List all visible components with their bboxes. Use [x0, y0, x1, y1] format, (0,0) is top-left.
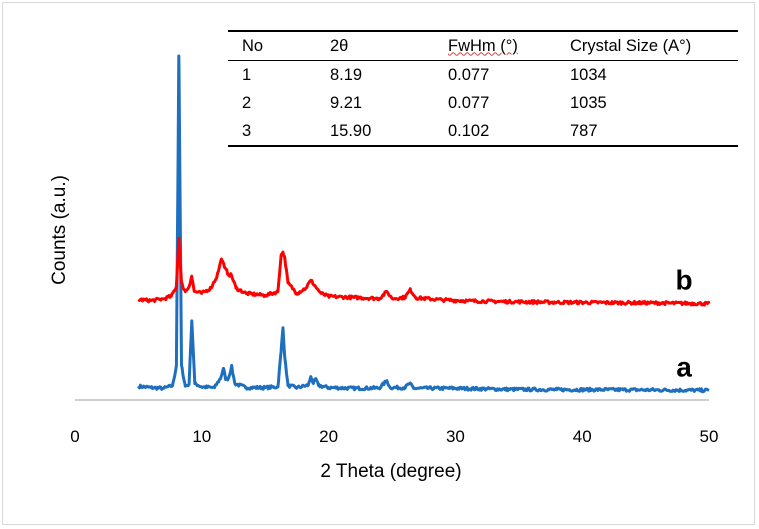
crystal-size-table: No 2θ FwHm (°) Crystal Size (A°) 1 8.19 … [228, 32, 738, 145]
x-axis-title: 2 Theta (degree) [320, 461, 461, 482]
cell-no: 1 [242, 65, 252, 84]
header-no: No [228, 32, 316, 61]
x-tick-label: 30 [446, 427, 465, 446]
cell-no: 2 [242, 93, 252, 112]
x-tick-label: 20 [319, 427, 338, 446]
cell-crystal-size: 787 [570, 121, 598, 140]
cell-fwhm: 0.077 [448, 93, 490, 112]
curve-label-a: a [676, 351, 692, 382]
cell-crystal-size: 1035 [570, 93, 607, 112]
header-crystal-size: Crystal Size (A°) [556, 32, 738, 61]
header-fwhm: FwHm (°) [434, 32, 556, 61]
y-axis-title: Counts (a.u.) [49, 175, 70, 285]
x-tick-label: 10 [192, 427, 211, 446]
table-row: 1 8.19 0.077 1034 [228, 61, 738, 90]
series-line-b [137, 236, 711, 307]
header-2theta: 2θ [316, 32, 434, 61]
x-tick-label: 0 [70, 427, 79, 446]
cell-2theta: 8.19 [330, 65, 363, 84]
curve-labels: ab [675, 265, 692, 383]
table-row: 2 9.21 0.077 1035 [228, 89, 738, 117]
x-tick-label: 50 [700, 427, 719, 446]
header-fwhm-label: FwHm (°) [448, 36, 518, 55]
series-line-a [137, 54, 710, 394]
table-row: 3 15.90 0.102 787 [228, 117, 738, 145]
table-header-row: No 2θ FwHm (°) Crystal Size (A°) [228, 32, 738, 61]
inset-table: No 2θ FwHm (°) Crystal Size (A°) 1 8.19 … [228, 30, 738, 147]
cell-fwhm: 0.077 [448, 65, 490, 84]
curve-label-b: b [675, 265, 692, 296]
cell-2theta: 15.90 [330, 121, 372, 140]
x-tick-labels: 0 10 20 30 40 50 [70, 427, 718, 446]
series-layer [137, 54, 711, 394]
cell-2theta: 9.21 [330, 93, 363, 112]
cell-no: 3 [242, 121, 252, 140]
x-tick-label: 40 [573, 427, 592, 446]
cell-fwhm: 0.102 [448, 121, 490, 140]
cell-crystal-size: 1034 [570, 65, 607, 84]
